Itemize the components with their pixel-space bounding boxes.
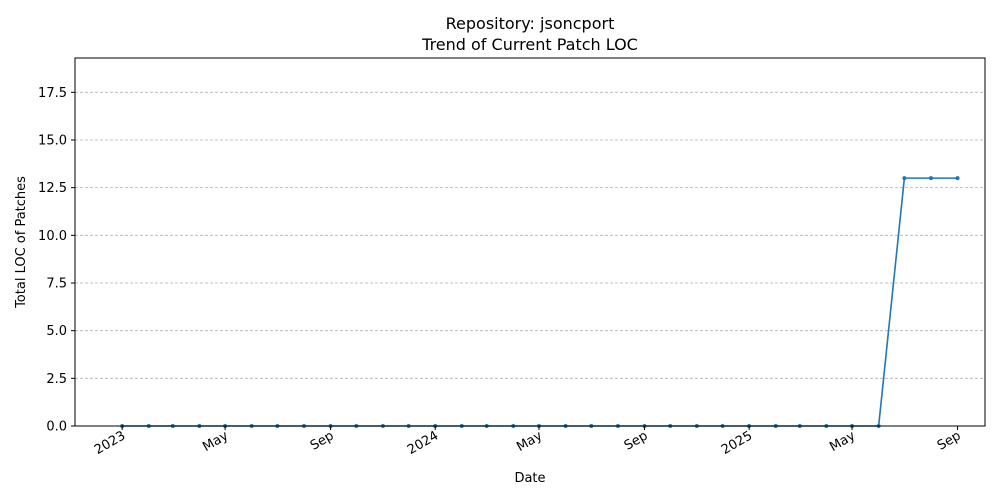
chart-title-line-1: Repository: jsoncport	[446, 14, 615, 33]
plot-area-frame	[74, 57, 986, 427]
y-tick-label: 12.5	[38, 181, 67, 196]
data-point	[928, 176, 933, 181]
y-tick-label: 7.5	[46, 276, 67, 291]
x-tick-label: 2024	[405, 428, 441, 458]
x-tick-label: Sep	[935, 428, 964, 453]
x-axis-title: Date	[514, 471, 545, 486]
data-point	[902, 176, 907, 181]
y-tick-label: 10.0	[38, 229, 67, 244]
x-tick-label: May	[827, 428, 858, 455]
grid-lines	[75, 91, 985, 379]
x-tick-label: May	[514, 428, 545, 455]
y-axis-ticks: 0.0 2.5 5.0 7.5 10.0 12.5 15.0 17.5	[38, 86, 75, 435]
x-axis-ticks: 2023 May Sep 2024 May Sep 2025 May Sep	[92, 426, 964, 458]
y-tick-label: 15.0	[38, 133, 67, 148]
y-tick-label: 2.5	[46, 372, 67, 387]
series-line	[122, 177, 958, 427]
x-tick-label: 2025	[719, 428, 755, 458]
x-tick-label: Sep	[622, 428, 651, 453]
y-tick-label: 17.5	[38, 86, 67, 101]
y-axis-title: Total LOC of Patches	[14, 176, 29, 309]
x-tick-label: Sep	[308, 428, 337, 453]
data-point	[955, 176, 960, 181]
x-tick-label: 2023	[92, 428, 128, 458]
y-tick-label: 0.0	[46, 420, 67, 435]
x-tick-label: May	[200, 428, 231, 455]
chart-title-line-2: Trend of Current Patch LOC	[421, 35, 638, 54]
series-layer	[120, 176, 960, 428]
y-tick-label: 5.0	[46, 324, 67, 339]
